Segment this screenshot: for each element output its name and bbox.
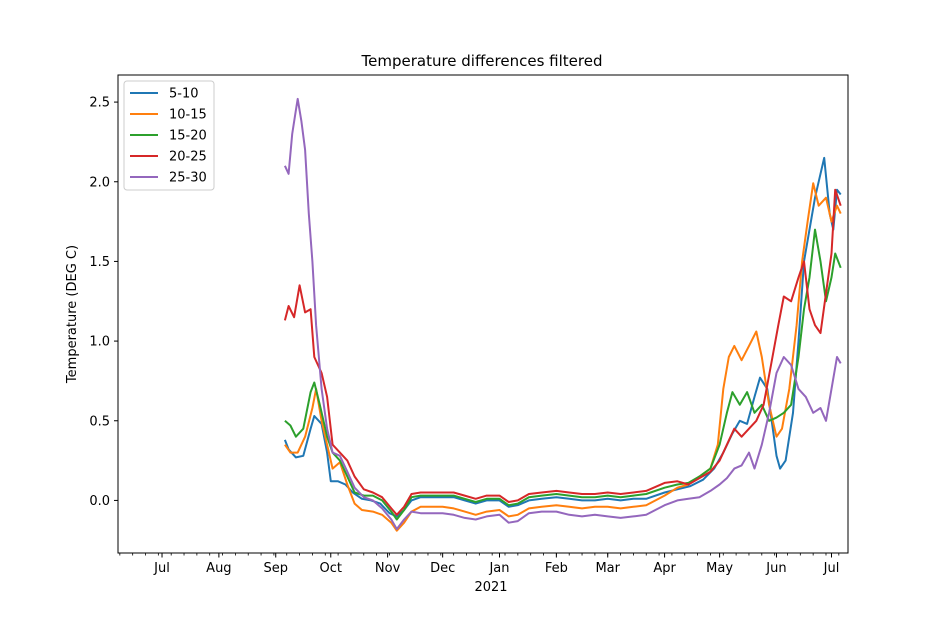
chart-title: Temperature differences filtered — [361, 52, 603, 70]
series-line-20-25 — [283, 188, 842, 516]
plot-lines — [283, 97, 842, 532]
x-tick-label: Jul — [153, 561, 170, 576]
legend-label: 25-30 — [169, 171, 207, 186]
y-tick-label: 2.0 — [89, 175, 110, 190]
legend: 5-10 10-15 15-20 20-25 25-30 — [123, 80, 215, 191]
series-line-10-15 — [284, 182, 842, 532]
x-tick-label: Nov — [375, 561, 401, 576]
legend-box — [123, 80, 215, 191]
y-tick-label: 0.0 — [89, 494, 110, 509]
x-tick-label: Jul — [823, 561, 840, 576]
x-tick-label: Apr — [653, 561, 676, 576]
series-line-15-20 — [284, 228, 842, 521]
x-tick-label: Mar — [595, 561, 620, 576]
y-axis-title: Temperature (DEG C) — [65, 245, 80, 384]
y-tick-label: 2.5 — [89, 96, 110, 111]
legend-label: 20-25 — [169, 150, 207, 165]
x-tick-label: Dec — [430, 561, 455, 576]
series-line-25-30 — [283, 97, 842, 531]
x-tick-label: Sep — [263, 561, 288, 576]
legend-label: 10-15 — [169, 108, 207, 123]
legend-label: 15-20 — [169, 129, 207, 144]
x-axis-title: 2021 — [474, 580, 507, 595]
x-tick-label: May — [706, 561, 733, 576]
plot-frame — [117, 74, 849, 554]
legend-label: 5-10 — [169, 87, 199, 102]
x-axis: Jul Aug Sep Oct Nov Dec Jan Feb Mar Apr May Jun Jul — [119, 553, 840, 576]
series-line-5-10 — [283, 156, 842, 518]
y-tick-label: 1.5 — [89, 255, 110, 270]
x-tick-label: Jan — [488, 561, 509, 576]
x-tick-label: Jun — [765, 561, 786, 576]
y-axis: 0.0 0.5 1.0 1.5 2.0 2.5 — [89, 96, 118, 509]
y-tick-label: 1.0 — [89, 335, 110, 350]
y-tick-label: 0.5 — [89, 414, 110, 429]
x-tick-label: Aug — [206, 561, 231, 576]
x-tick-label: Oct — [320, 561, 342, 576]
x-tick-label: Feb — [545, 561, 568, 576]
